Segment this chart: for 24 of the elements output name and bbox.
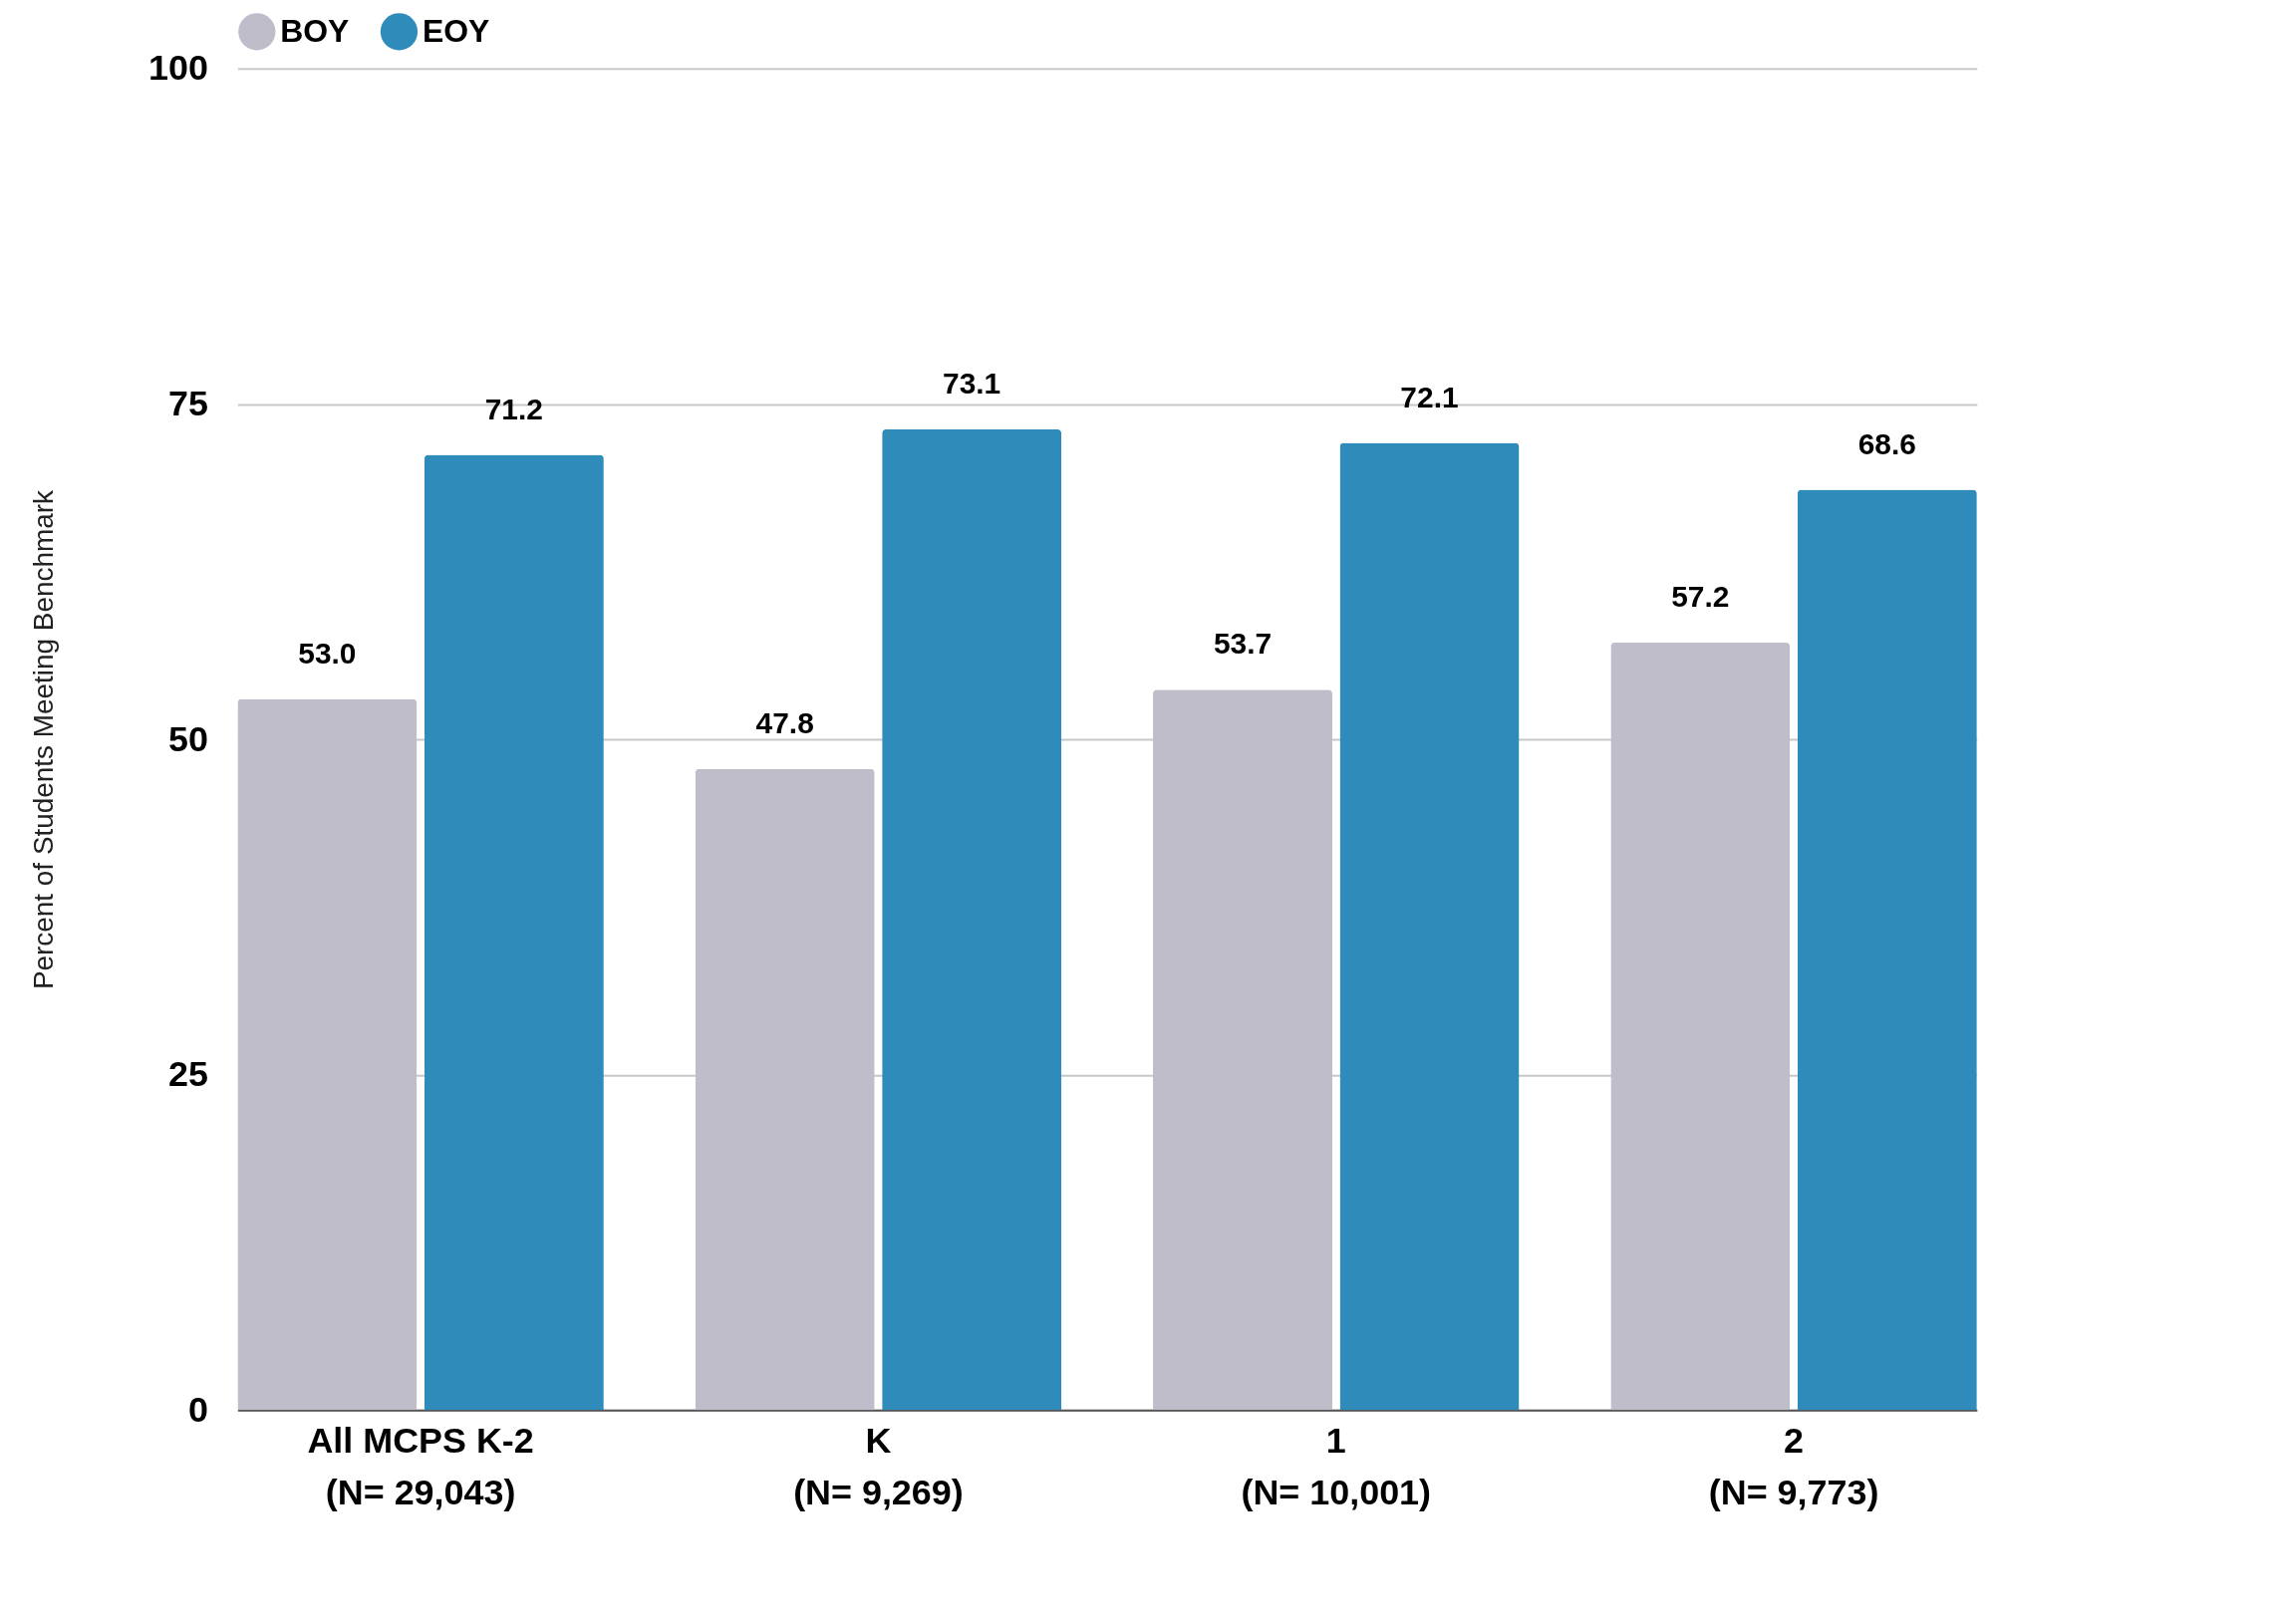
bar <box>1797 489 1977 1411</box>
data-label: 47.8 <box>755 705 814 739</box>
y-axis-title: Percent of Students Meeting Benchmark <box>28 490 60 990</box>
x-tick-label: 2 (N= 9,773) <box>1708 1420 1879 1512</box>
data-label: 53.7 <box>1213 627 1273 661</box>
y-tick-label: 75 <box>168 383 208 423</box>
bar <box>424 454 604 1411</box>
x-tick-label: 1 (N= 10,001) <box>1241 1420 1432 1512</box>
bar <box>1339 442 1520 1411</box>
x-tick-label: K (N= 9,269) <box>793 1420 964 1512</box>
y-tick-label: 0 <box>187 1389 208 1430</box>
legend-label: EOY <box>422 12 490 49</box>
data-label: 73.1 <box>943 367 1001 401</box>
data-label: 68.6 <box>1857 426 1916 460</box>
data-label: 71.2 <box>484 392 543 425</box>
y-tick-label: 50 <box>168 718 208 759</box>
data-label: 57.2 <box>1671 580 1730 614</box>
data-label: 72.1 <box>1400 380 1459 413</box>
data-label: 53.0 <box>298 636 357 670</box>
y-tick-label: 25 <box>168 1054 208 1095</box>
legend-label: BOY <box>280 12 350 49</box>
y-tick-label: 100 <box>148 48 208 89</box>
x-tick-label: All MCPS K-2 (N= 29,043) <box>307 1420 534 1512</box>
bar <box>882 429 1062 1411</box>
